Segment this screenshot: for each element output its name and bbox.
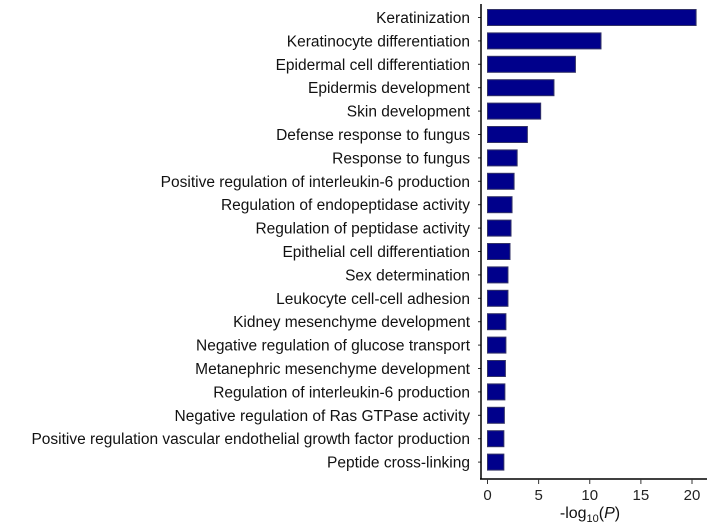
- category-label: Epidermal cell differentiation: [276, 57, 470, 74]
- category-label: Regulation of peptidase activity: [255, 221, 470, 238]
- category-label: Regulation of endopeptidase activity: [221, 197, 470, 214]
- bar: [487, 126, 528, 143]
- bar: [487, 219, 512, 237]
- category-label: Negative regulation of Ras GTPase activi…: [175, 408, 471, 425]
- x-tick-label: 10: [581, 487, 598, 504]
- category-labels: Keratinization Keratinocyte differentiati…: [31, 10, 481, 472]
- x-axis-title: -log10(P): [560, 505, 620, 523]
- x-tick-label: 0: [483, 487, 491, 504]
- category-label: Epithelial cell differentiation: [282, 244, 470, 261]
- bar: [487, 102, 542, 120]
- bar: [487, 336, 507, 354]
- x-axis-title-close: ): [615, 505, 620, 522]
- bar: [487, 313, 507, 331]
- bar: [487, 32, 602, 50]
- bar: [487, 196, 513, 214]
- x-tick-label: 5: [534, 487, 542, 504]
- category-label: Response to fungus: [332, 150, 470, 167]
- bar: [487, 453, 505, 471]
- category-label: Defense response to fungus: [276, 127, 470, 144]
- x-axis-title-open: (: [599, 505, 605, 522]
- category-label: Leukocyte cell-cell adhesion: [276, 291, 470, 308]
- bar: [487, 289, 509, 307]
- category-label: Positive regulation vascular endothelial…: [31, 431, 470, 448]
- category-label: Keratinization: [376, 10, 470, 27]
- bar: [487, 243, 511, 260]
- category-label: Sex determination: [345, 267, 470, 284]
- bar: [487, 360, 506, 377]
- category-label: Peptide cross-linking: [327, 455, 470, 472]
- category-label: Negative regulation of glucose transport: [196, 338, 471, 355]
- category-label: Positive regulation of interleukin-6 pro…: [161, 174, 470, 191]
- bar: [487, 430, 505, 448]
- bar: [487, 383, 506, 401]
- bar: [487, 406, 505, 424]
- x-axis-title-italic: P: [604, 505, 615, 522]
- bar: [487, 55, 576, 73]
- bars-group: [487, 9, 697, 471]
- category-label: Epidermis development: [308, 80, 471, 97]
- category-label: Skin development: [347, 104, 471, 121]
- x-axis-title-subscript: 10: [587, 513, 599, 523]
- bar: [487, 79, 555, 97]
- x-axis-title-prefix: -log: [560, 505, 587, 522]
- bar: [487, 149, 518, 167]
- category-label: Keratinocyte differentiation: [287, 33, 470, 50]
- bar: [487, 9, 697, 26]
- x-tick-label: 20: [684, 487, 701, 504]
- x-tick-label: 15: [633, 487, 650, 504]
- x-ticks: 0 5 10 15 20: [483, 479, 700, 504]
- bar: [487, 172, 515, 190]
- category-label: Metanephric mesenchyme development: [195, 361, 471, 378]
- category-label: Regulation of interleukin-6 production: [213, 384, 470, 401]
- bar: [487, 266, 509, 284]
- category-label: Kidney mesenchyme development: [233, 314, 471, 331]
